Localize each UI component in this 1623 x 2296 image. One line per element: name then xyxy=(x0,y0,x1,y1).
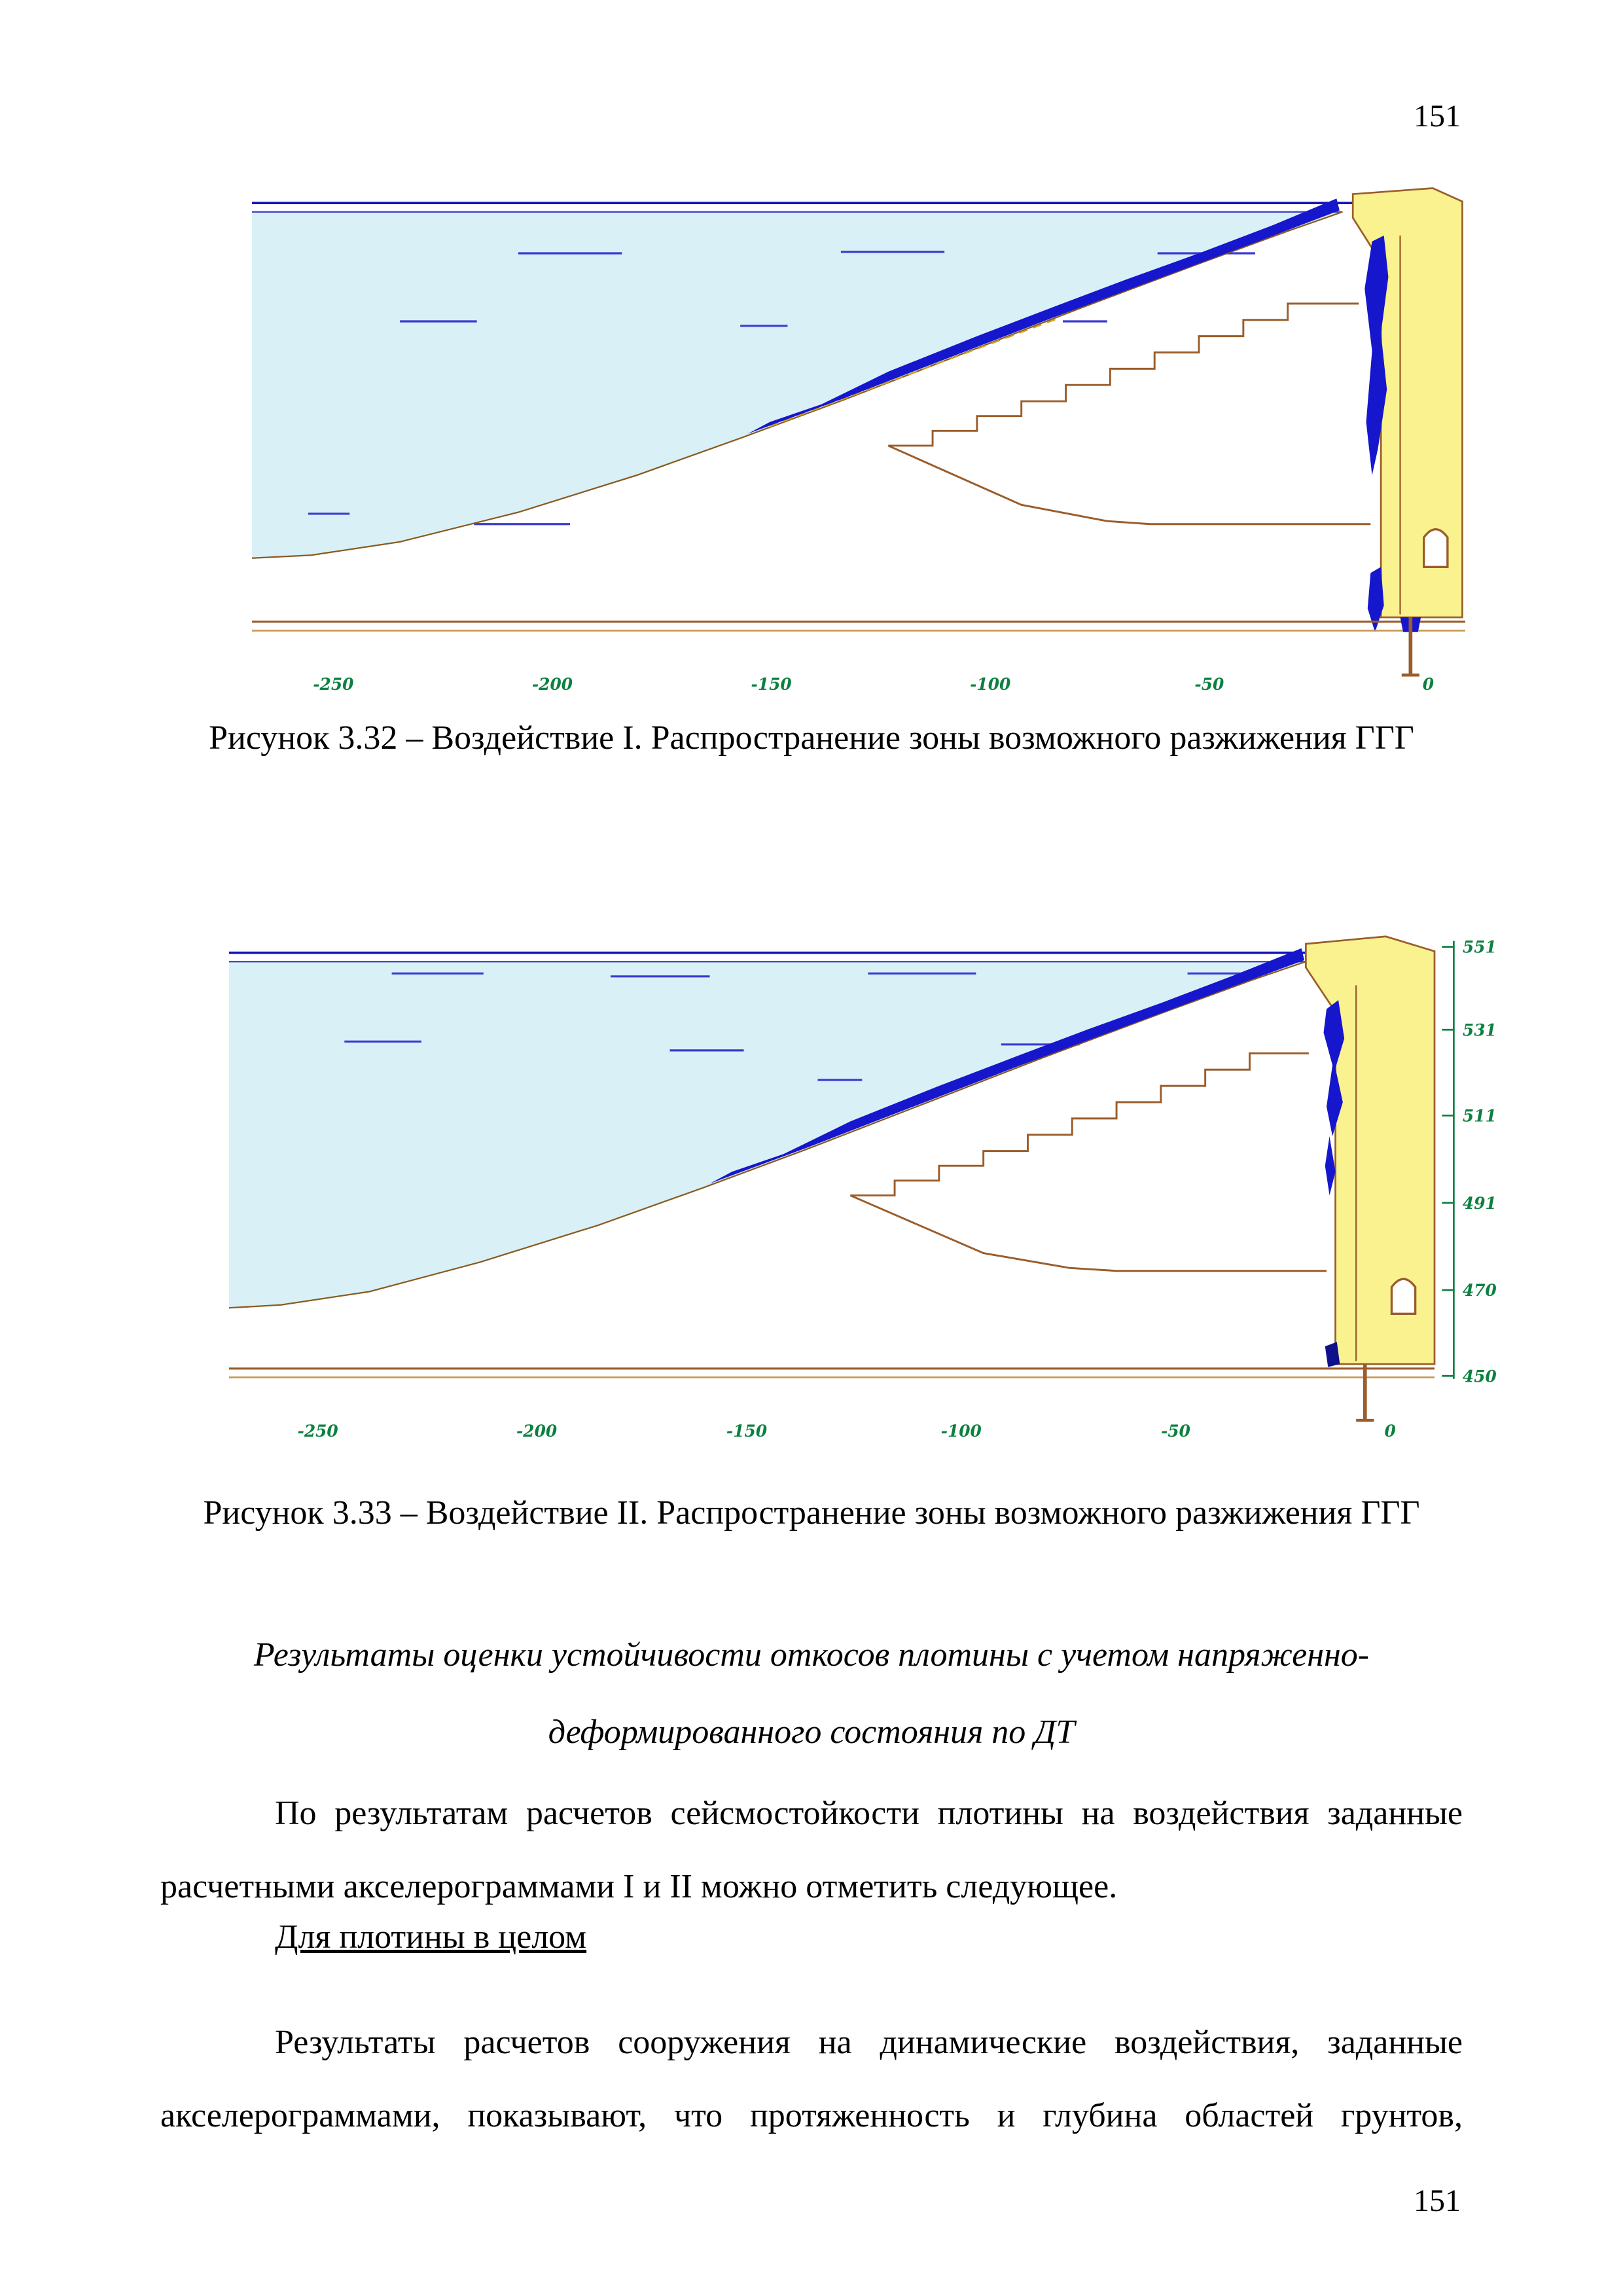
x-axis-tick-labels: -250 -200 -150 -100 -50 0 xyxy=(298,1422,1397,1441)
liquefaction-streak xyxy=(1364,235,1389,476)
paragraph-dynamic-results: Результаты расчетов сооружения на динами… xyxy=(160,2024,1463,2134)
gallery-arch xyxy=(1390,1278,1417,1315)
x-tick-label: -50 xyxy=(1161,1422,1191,1441)
lower-zone-boundary xyxy=(887,444,1371,526)
x-tick-label: -200 xyxy=(532,675,573,694)
x-tick-label: -100 xyxy=(970,675,1011,694)
y-tick-label: 450 xyxy=(1463,1367,1497,1386)
elevation-ticks xyxy=(1442,946,1454,1377)
upstream-slope-line xyxy=(229,961,1306,1309)
x-tick-label: -200 xyxy=(516,1422,558,1441)
liquefaction-streak-tail xyxy=(1325,1136,1336,1196)
reservoir-water xyxy=(252,211,1343,558)
x-tick-label: -150 xyxy=(726,1422,768,1441)
y-tick-label: 531 xyxy=(1463,1020,1497,1039)
y-tick-label: 551 xyxy=(1463,938,1497,957)
figure-caption-3-32: Рисунок 3.32 – Воздействие I. Распростра… xyxy=(209,719,1414,757)
y-tick-label: 470 xyxy=(1463,1281,1497,1300)
figure-caption-3-33: Рисунок 3.33 – Воздействие II. Распростр… xyxy=(203,1494,1420,1532)
x-tick-label: -100 xyxy=(941,1422,982,1441)
liquefaction-streak xyxy=(1323,1000,1345,1136)
y-tick-label: 491 xyxy=(1463,1194,1497,1213)
x-axis-tick-labels: -250 -200 -150 -100 -50 0 xyxy=(313,675,1435,694)
gallery-arch xyxy=(1422,528,1449,568)
stepped-zone-boundary xyxy=(850,1052,1309,1196)
y-tick-label: 511 xyxy=(1463,1106,1497,1125)
page-number-top: 151 xyxy=(1414,99,1461,134)
stepped-zone-boundary xyxy=(888,302,1359,447)
x-tick-label: -250 xyxy=(313,675,354,694)
x-tick-label: -150 xyxy=(751,675,792,694)
x-tick-label: 0 xyxy=(1385,1422,1397,1441)
dam-crest-structure xyxy=(1351,187,1463,619)
page-number-bottom: 151 xyxy=(1414,2183,1461,2218)
liquefaction-blob xyxy=(1367,567,1384,632)
paragraph-results-intro: По результатам расчетов сейсмостойкости … xyxy=(160,1795,1463,1905)
x-tick-label: -50 xyxy=(1194,675,1224,694)
x-tick-label: -250 xyxy=(298,1422,339,1441)
lower-zone-boundary xyxy=(849,1194,1327,1272)
slope-fringe-line xyxy=(769,317,1059,427)
dam-cross-section-impact-2: 551 531 511 491 470 450 -250 -200 -150 -… xyxy=(229,935,1497,1441)
x-tick-label: 0 xyxy=(1423,675,1435,694)
liquefaction-blob xyxy=(1325,1342,1340,1367)
dam-cross-section-impact-1: -250 -200 -150 -100 -50 0 xyxy=(252,187,1465,694)
elevation-scale: 551 531 511 491 470 450 xyxy=(1442,938,1497,1386)
section-heading: Результаты оценки устойчивости откосов п… xyxy=(160,1617,1463,1771)
liquefaction-zone-band xyxy=(747,198,1340,434)
section-heading-line-1: Результаты оценки устойчивости откосов п… xyxy=(253,1636,1370,1674)
figure-3-33: 551 531 511 491 470 450 -250 -200 -150 -… xyxy=(229,932,1508,1443)
liquefaction-zone-band xyxy=(709,948,1305,1184)
section-heading-line-2: деформированного состояния по ДТ xyxy=(548,1713,1075,1751)
figure-3-32: -250 -200 -150 -100 -50 0 xyxy=(252,185,1465,696)
water-level-dashes xyxy=(308,251,1255,526)
subheading-dam-overall: Для плотины в целом xyxy=(275,1918,587,1956)
reservoir-water xyxy=(229,961,1306,1308)
upstream-slope-line xyxy=(252,211,1343,559)
